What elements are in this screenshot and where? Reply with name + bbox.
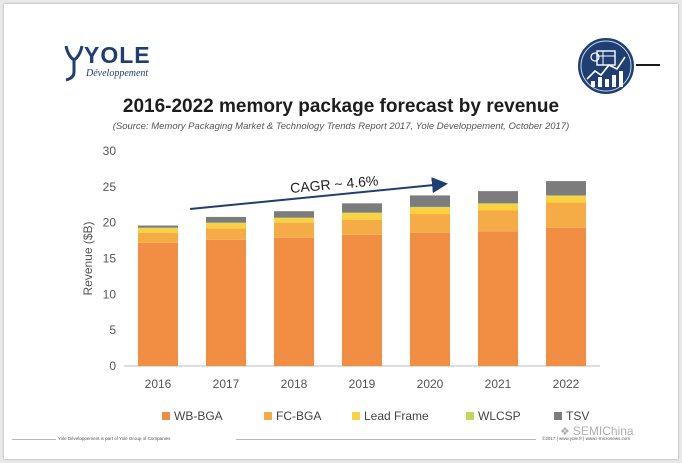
yole-logo: YOLE Développement xyxy=(62,42,182,84)
y-tick-label: 20 xyxy=(103,216,117,230)
slide: YOLE Développement 2016-2022 memory pack… xyxy=(4,4,678,459)
stacked-bar-chart: 0 5 10 15 20 25 30 Revenue ($B) 2016 2017 2018 2019… xyxy=(81,144,600,423)
wechat-icon: ❖ xyxy=(560,426,570,438)
legend-label: WB-BGA xyxy=(174,409,223,423)
x-tick-label: 2022 xyxy=(553,377,580,391)
bar-segment-wlcsp xyxy=(206,222,246,224)
bar-segment-fc-bga xyxy=(410,214,450,233)
bar-segment-lead-frame xyxy=(274,218,314,223)
logo-subtitle: Développement xyxy=(86,68,149,79)
bar-segment-tsv xyxy=(342,203,382,213)
bar-segment-wb-bga xyxy=(206,239,246,366)
y-axis-label: Revenue ($B) xyxy=(81,221,95,295)
bar-segment-tsv xyxy=(138,225,178,228)
bar-segment-wlcsp xyxy=(478,203,518,205)
y-tick-label: 0 xyxy=(109,359,116,373)
chart-source: (Source: Memory Packaging Market & Techn… xyxy=(112,121,570,132)
x-tick-label: 2019 xyxy=(349,377,376,391)
bar-segment-wb-bga xyxy=(274,237,314,366)
bar-segment-fc-bga xyxy=(206,228,246,240)
x-tick-label: 2017 xyxy=(213,377,240,391)
bar-segment-fc-bga xyxy=(478,210,518,232)
footer-rule-right xyxy=(236,439,536,440)
watermark: ❖ SEMIChina xyxy=(560,424,634,438)
bar-segment-fc-bga xyxy=(342,219,382,235)
legend-label: TSV xyxy=(566,409,589,423)
report-badge-icon xyxy=(576,36,636,96)
legend-label: Lead Frame xyxy=(364,409,429,423)
bar-segment-wb-bga xyxy=(138,242,178,366)
logo-name: YOLE xyxy=(84,42,151,68)
bar-segment-lead-frame xyxy=(342,213,382,220)
footer-rule-left xyxy=(12,439,56,440)
cagr-label: CAGR ~ 4.6% xyxy=(290,172,379,196)
bar-segment-lead-frame xyxy=(206,223,246,229)
footer-copyright: ©2017 | www.yole.fr | www.i-micronews.co… xyxy=(542,436,631,441)
watermark-text: SEMIChina xyxy=(572,424,634,438)
bar-segment-tsv xyxy=(206,216,246,223)
legend-swatch xyxy=(264,412,272,420)
bar-segment-wlcsp xyxy=(274,217,314,219)
bar-segment-wb-bga xyxy=(342,234,382,366)
bar-segment-wlcsp xyxy=(342,212,382,214)
bar-segment-wb-bga xyxy=(410,232,450,366)
yole-logo-mark-icon xyxy=(64,45,84,82)
x-tick-label: 2020 xyxy=(417,377,444,391)
bar-segment-tsv xyxy=(478,191,518,204)
legend-label: WLCSP xyxy=(478,409,521,423)
y-tick-label: 15 xyxy=(103,252,117,266)
bar-segment-tsv xyxy=(274,211,314,218)
bar-segment-fc-bga xyxy=(546,202,586,228)
legend-swatch xyxy=(554,412,562,420)
bar-segment-tsv xyxy=(546,181,586,196)
y-tick-label: 5 xyxy=(109,323,116,337)
bar-segment-wb-bga xyxy=(478,231,518,366)
bar-segment-fc-bga xyxy=(138,232,178,243)
bar-segment-lead-frame xyxy=(546,196,586,203)
bar-segment-tsv xyxy=(410,195,450,207)
y-tick-label: 30 xyxy=(103,144,117,158)
bar-segment-wlcsp xyxy=(410,206,450,208)
y-tick-label: 25 xyxy=(103,180,117,194)
legend-swatch xyxy=(352,412,360,420)
legend-swatch xyxy=(466,412,474,420)
legend-swatch xyxy=(162,412,170,420)
bar-segment-wb-bga xyxy=(546,227,586,366)
x-tick-label: 2016 xyxy=(145,377,172,391)
bar-segment-fc-bga xyxy=(274,222,314,238)
cagr-arrow xyxy=(189,177,448,210)
footer-note: Yole Développement is part of Yole Group… xyxy=(58,436,171,441)
chart-title: 2016-2022 memory package forecast by rev… xyxy=(122,96,560,117)
legend-label: FC-BGA xyxy=(276,409,321,423)
bar-segment-lead-frame xyxy=(138,228,178,233)
bar-segment-lead-frame xyxy=(410,207,450,215)
bar-segment-wlcsp xyxy=(546,195,586,197)
bar-segment-wlcsp xyxy=(138,227,178,229)
x-tick-label: 2021 xyxy=(485,377,512,391)
y-tick-label: 10 xyxy=(103,287,117,301)
bar-segment-lead-frame xyxy=(478,204,518,211)
x-tick-label: 2018 xyxy=(281,377,308,391)
